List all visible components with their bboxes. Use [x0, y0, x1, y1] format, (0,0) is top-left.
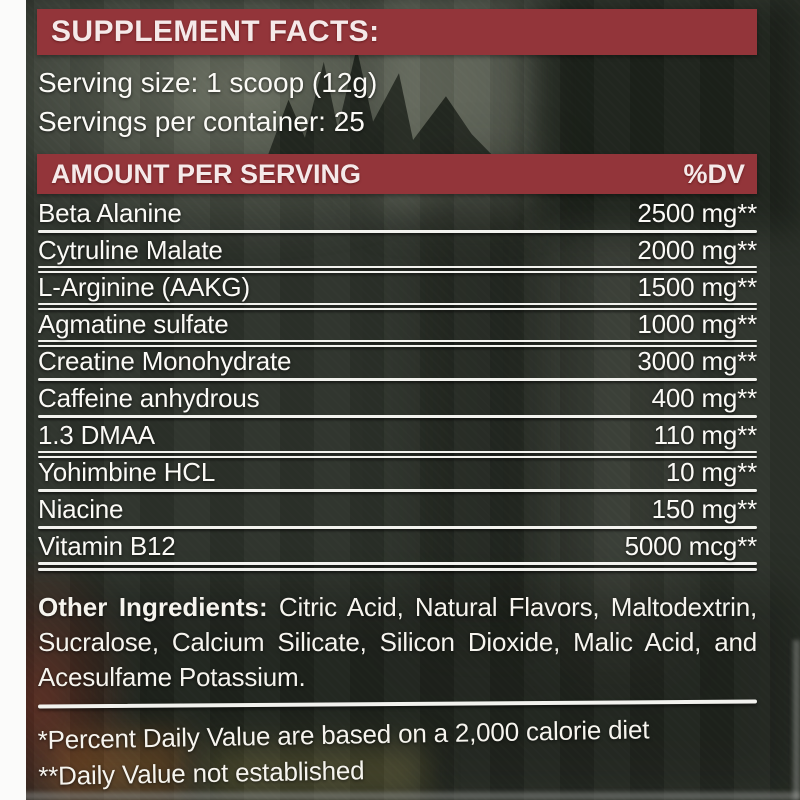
serving-info: Serving size: 1 scoop (12g) Servings per… — [38, 63, 738, 141]
ingredient-row: Creatine Monohydrate 3000 mg** — [38, 347, 757, 375]
supplement-facts-title: SUPPLEMENT FACTS: — [51, 15, 380, 48]
supplement-facts-banner: SUPPLEMENT FACTS: — [37, 9, 757, 55]
ingredient-amount: 2000 mg** — [637, 235, 757, 265]
row-separator — [38, 449, 757, 458]
ingredient-name: Cytruline Malate — [38, 235, 223, 265]
ingredient-name: Beta Alanine — [38, 198, 182, 228]
row-separator — [38, 486, 757, 495]
servings-per-container-text: Servings per container: 25 — [38, 106, 365, 137]
other-ingredients-label: Other Ingredients: — [38, 592, 268, 622]
ingredient-rows: Beta Alanine 2500 mg** Cytruline Malate … — [38, 199, 757, 571]
dv-header-label: %DV — [683, 159, 745, 189]
ingredient-amount: 110 mg** — [653, 420, 758, 450]
ingredient-row: Beta Alanine 2500 mg** — [38, 199, 757, 227]
section-divider — [37, 699, 758, 709]
ingredient-row: Niacine 150 mg** — [38, 495, 757, 523]
ingredient-name: Agmatine sulfate — [38, 309, 229, 339]
ingredient-name: Vitamin B12 — [38, 531, 176, 561]
ingredient-amount: 1000 mg** — [637, 309, 757, 339]
ingredient-name: Caffeine anhydrous — [38, 383, 260, 413]
row-separator — [38, 227, 757, 236]
row-separator — [38, 560, 757, 571]
ingredient-amount: 2500 mg** — [637, 198, 757, 228]
footnotes-section: *Percent Daily Value are based on a 2,00… — [37, 709, 757, 794]
other-ingredients-text: Citric Acid, Natural Flavors, Maltodextr… — [38, 592, 757, 692]
ingredient-name: Niacine — [38, 494, 124, 524]
ingredient-amount: 1500 mg** — [637, 272, 757, 302]
ingredient-name: 1.3 DMAA — [38, 420, 155, 450]
amount-per-serving-label: AMOUNT PER SERVING — [51, 159, 362, 189]
row-separator — [38, 375, 757, 384]
ingredient-name: L-Arginine (AAKG) — [38, 272, 250, 302]
amount-per-serving-banner: AMOUNT PER SERVING %DV — [37, 154, 757, 194]
other-ingredients-section: Other Ingredients: Citric Acid, Natural … — [38, 590, 757, 695]
ingredient-row: Vitamin B12 5000 mcg** — [38, 532, 757, 560]
left-margin-strip — [0, 0, 26, 800]
row-separator — [38, 264, 757, 273]
ingredient-row: L-Arginine (AAKG) 1500 mg** — [38, 273, 757, 301]
ingredient-row: Cytruline Malate 2000 mg** — [38, 236, 757, 264]
ingredient-row: Agmatine sulfate 1000 mg** — [38, 310, 757, 338]
ingredient-amount: 5000 mcg** — [624, 531, 758, 561]
ingredient-row: Caffeine anhydrous 400 mg** — [38, 384, 757, 412]
ingredient-amount: 400 mg** — [651, 383, 758, 413]
row-separator — [38, 412, 757, 421]
ingredient-amount: 3000 mg** — [637, 346, 757, 376]
ingredient-amount: 10 mg** — [665, 457, 757, 487]
serving-size-text: Serving size: 1 scoop (12g) — [38, 67, 378, 98]
row-separator — [38, 338, 757, 347]
bg-bottom-edge — [0, 792, 800, 800]
ingredient-amount: 150 mg** — [651, 494, 758, 524]
row-separator — [38, 301, 757, 310]
ingredient-row: 1.3 DMAA 110 mg** — [38, 421, 757, 449]
ingredient-name: Yohimbine HCL — [38, 457, 216, 487]
ingredient-row: Yohimbine HCL 10 mg** — [38, 458, 757, 486]
bg-right-edge — [793, 640, 800, 800]
row-separator — [38, 523, 757, 532]
ingredient-name: Creatine Monohydrate — [38, 346, 292, 376]
